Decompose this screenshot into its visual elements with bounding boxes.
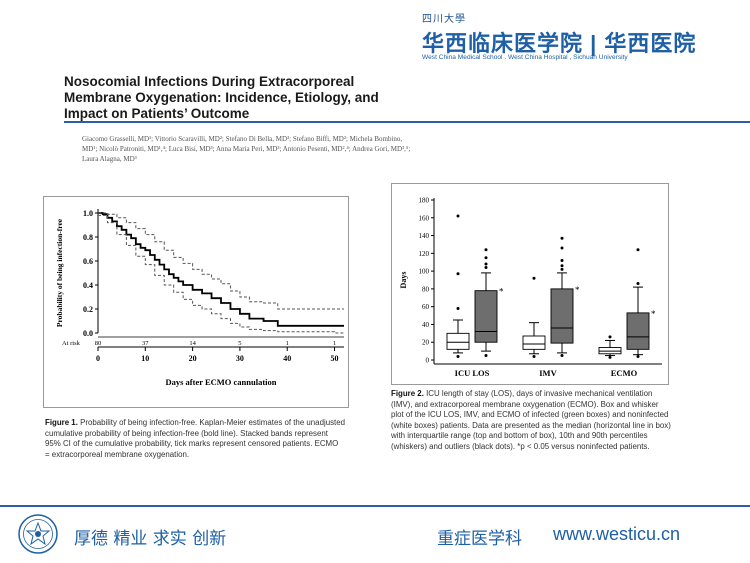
infected-outlier xyxy=(560,258,564,262)
km-x-tick-label: 20 xyxy=(189,354,197,363)
infected-outlier xyxy=(484,256,488,260)
km-x-axis-label: Days after ECMO cannulation xyxy=(165,377,276,387)
noninfected-outlier xyxy=(456,354,460,358)
infected-outlier xyxy=(484,262,488,266)
km-y-tick-label: 0.6 xyxy=(83,257,93,266)
km-at-risk-count: 5 xyxy=(238,340,241,347)
km-y-tick-label: 1.0 xyxy=(83,209,93,218)
infected-box xyxy=(474,290,498,343)
box-y-tick-label: 140 xyxy=(419,232,430,240)
km-at-risk-count: 80 xyxy=(95,340,102,347)
box-category-label: IMV xyxy=(539,368,557,378)
noninfected-outlier xyxy=(456,214,460,218)
infected-outlier xyxy=(560,354,564,358)
noninfected-outlier xyxy=(456,272,460,276)
hospital-brand-subtitle: West China Medical School . West China H… xyxy=(422,54,628,61)
significance-marker: * xyxy=(499,287,504,297)
figure-2-caption-label: Figure 2. xyxy=(391,389,424,398)
figure-2-caption: Figure 2. ICU length of stay (LOS), days… xyxy=(391,389,673,452)
km-x-tick-label: 0 xyxy=(96,354,100,363)
box-y-tick-label: 80 xyxy=(422,285,430,293)
km-lower-ci-line xyxy=(98,214,344,334)
paper-title: Nosocomial Infections During Extracorpor… xyxy=(64,74,379,121)
footer-website-link[interactable]: www.westicu.cn xyxy=(553,524,681,544)
footer-department: 重症医学科 xyxy=(437,529,522,549)
noninfected-outlier xyxy=(532,354,536,358)
infected-box xyxy=(626,312,650,350)
significance-marker: * xyxy=(651,309,656,319)
km-y-tick-label: 0.0 xyxy=(83,329,93,338)
infected-box xyxy=(550,288,574,344)
box-y-tick-label: 0 xyxy=(426,357,430,365)
noninfected-outlier xyxy=(608,355,612,359)
footer-divider xyxy=(0,505,750,507)
noninfected-box xyxy=(522,335,546,350)
km-y-tick-label: 0.8 xyxy=(83,233,93,242)
figure-2-caption-text: ICU length of stay (LOS), days of invasi… xyxy=(391,389,671,451)
box-y-tick-label: 20 xyxy=(422,339,430,347)
infected-outlier xyxy=(560,267,564,271)
significance-marker: * xyxy=(575,285,580,295)
km-x-tick-label: 40 xyxy=(283,354,291,363)
box-y-tick-label: 60 xyxy=(422,303,430,311)
km-at-risk-label: At risk xyxy=(62,340,81,347)
km-y-axis-label: Probability of being infection-free xyxy=(55,218,64,327)
box-y-tick-label: 100 xyxy=(419,268,430,276)
noninfected-outlier xyxy=(456,306,460,310)
infected-outlier xyxy=(484,248,488,252)
university-seal-icon xyxy=(18,514,58,554)
box-y-tick-label: 120 xyxy=(419,250,430,258)
infected-outlier xyxy=(636,354,640,358)
infected-outlier xyxy=(560,236,564,240)
noninfected-outlier xyxy=(532,276,536,280)
infected-outlier xyxy=(560,246,564,250)
box-y-tick-label: 160 xyxy=(419,214,430,222)
box-y-tick-label: 40 xyxy=(422,321,430,329)
km-upper-ci-line xyxy=(98,212,344,310)
hospital-brand-title: 华西临床医学院 | 华西医院 xyxy=(422,31,697,56)
noninfected-outlier xyxy=(608,335,612,339)
infected-outlier xyxy=(636,248,640,252)
box-plot-chart: 0 20 40 60 80 100 120 140 160 180 Days * ICU LOS * IMV… xyxy=(399,197,662,378)
km-y-tick-label: 0.2 xyxy=(83,305,93,314)
km-at-risk-count: 1 xyxy=(333,340,336,347)
figure-2-frame: 0 20 40 60 80 100 120 140 160 180 Days * ICU LOS * IMV… xyxy=(391,183,669,385)
km-x-tick-label: 50 xyxy=(331,354,339,363)
university-logo-text: 四川大學 xyxy=(422,14,466,25)
box-y-axis-label: Days xyxy=(399,272,408,289)
author-list: Giacomo Grasselli, MD¹; Vittorio Scaravi… xyxy=(82,135,411,163)
figure-1-caption-text: Probability of being infection-free. Kap… xyxy=(45,418,346,459)
infected-outlier xyxy=(484,266,488,270)
figure-1-frame: 0.0 0.2 0.4 0.6 0.8 1.0 Probability of being i… xyxy=(43,196,349,408)
km-y-tick-label: 0.4 xyxy=(83,281,93,290)
infected-outlier xyxy=(636,282,640,286)
km-x-tick-label: 30 xyxy=(236,354,244,363)
figure-1-caption: Figure 1. Probability of being infection… xyxy=(45,418,345,460)
noninfected-box xyxy=(446,332,470,350)
km-estimate-line xyxy=(98,212,344,327)
infected-outlier xyxy=(484,354,488,358)
kaplan-meier-chart: 0.0 0.2 0.4 0.6 0.8 1.0 Probability of being i… xyxy=(55,209,344,387)
infected-outlier xyxy=(560,264,564,268)
km-at-risk-count: 14 xyxy=(189,340,196,347)
box-category-label: ICU LOS xyxy=(455,368,490,378)
box-y-tick-label: 180 xyxy=(419,197,430,205)
footer-motto: 厚德 精业 求实 创新 xyxy=(74,529,227,549)
km-at-risk-count: 37 xyxy=(142,340,149,347)
title-divider xyxy=(64,121,750,123)
figure-1-caption-label: Figure 1. xyxy=(45,418,78,427)
km-at-risk-count: 1 xyxy=(286,340,289,347)
box-category-label: ECMO xyxy=(611,368,638,378)
km-x-tick-label: 10 xyxy=(141,354,149,363)
